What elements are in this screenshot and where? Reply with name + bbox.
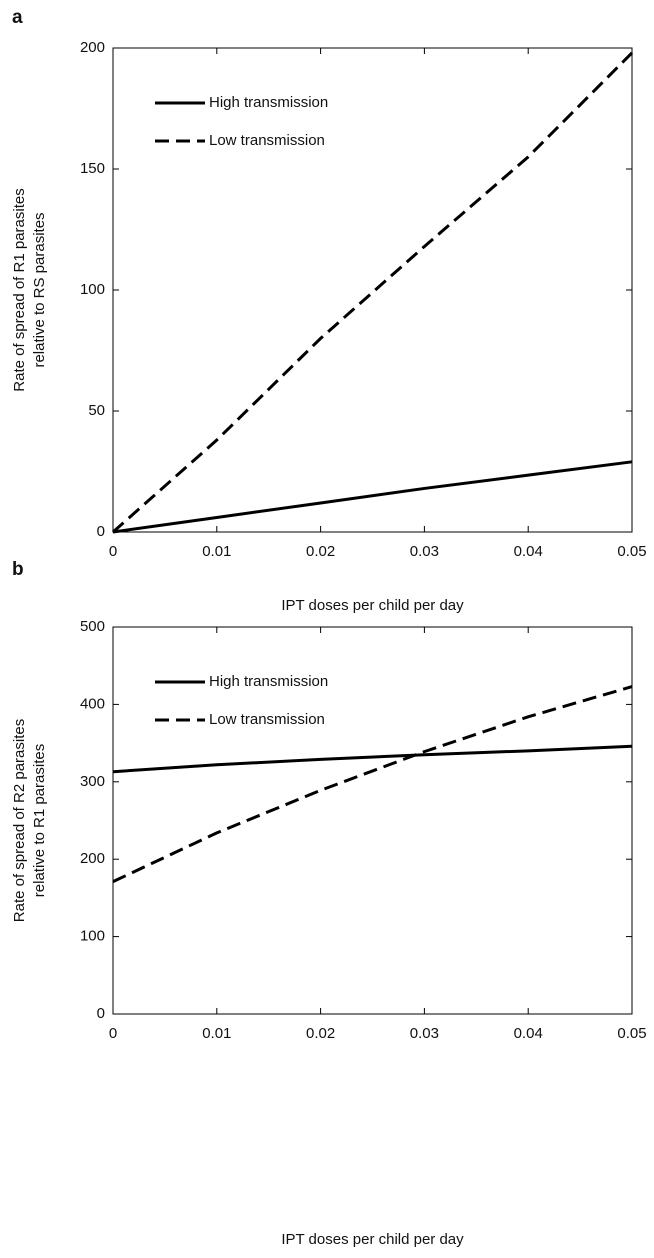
x-tick-label: 0.02 [306, 543, 335, 560]
y-axis-label: relative to R1 parasites [31, 744, 48, 897]
legend-label: High transmission [209, 94, 328, 111]
x-tick-label: 0.01 [202, 543, 231, 560]
series-line [112, 685, 633, 884]
x-tick-label: 0.04 [514, 543, 543, 560]
y-tick-label: 0 [97, 1005, 105, 1022]
x-axis-label: IPT doses per child per day [281, 597, 464, 614]
plot-frame [112, 626, 633, 1015]
y-axis-label: relative to RS parasites [31, 212, 48, 367]
y-axis-label: Rate of spread of R2 parasites [11, 719, 28, 922]
x-tick-label: 0 [109, 1025, 117, 1042]
y-tick-label: 100 [80, 281, 105, 298]
y-tick-label: 500 [80, 618, 105, 635]
y-tick-label: 200 [80, 850, 105, 867]
y-tick-label: 300 [80, 773, 105, 790]
y-tick-label: 150 [80, 160, 105, 177]
legend-label: Low transmission [209, 132, 325, 149]
x-tick-label: 0 [109, 543, 117, 560]
legend-label: High transmission [209, 673, 328, 690]
y-tick-label: 100 [80, 928, 105, 945]
y-tick-label: 400 [80, 695, 105, 712]
x-tick-label: 0.03 [410, 543, 439, 560]
panel-label: b [12, 559, 24, 580]
x-tick-label: 0.05 [617, 543, 646, 560]
y-tick-label: 0 [97, 523, 105, 540]
y-tick-label: 50 [88, 402, 105, 419]
x-tick-label: 0.01 [202, 1025, 231, 1042]
y-axis-label: Rate of spread of R1 parasites [11, 188, 28, 391]
legend-label: Low transmission [209, 711, 325, 728]
series-line [112, 744, 633, 774]
x-tick-label: 0.05 [617, 1025, 646, 1042]
x-tick-label: 0.04 [514, 1025, 543, 1042]
panel-label: a [12, 7, 23, 28]
series-line [112, 51, 634, 534]
y-tick-label: 200 [80, 39, 105, 56]
x-axis-label: IPT doses per child per day [281, 1231, 464, 1248]
x-tick-label: 0.03 [410, 1025, 439, 1042]
x-tick-label: 0.02 [306, 1025, 335, 1042]
plot-frame [112, 47, 633, 533]
series-line [112, 460, 633, 534]
